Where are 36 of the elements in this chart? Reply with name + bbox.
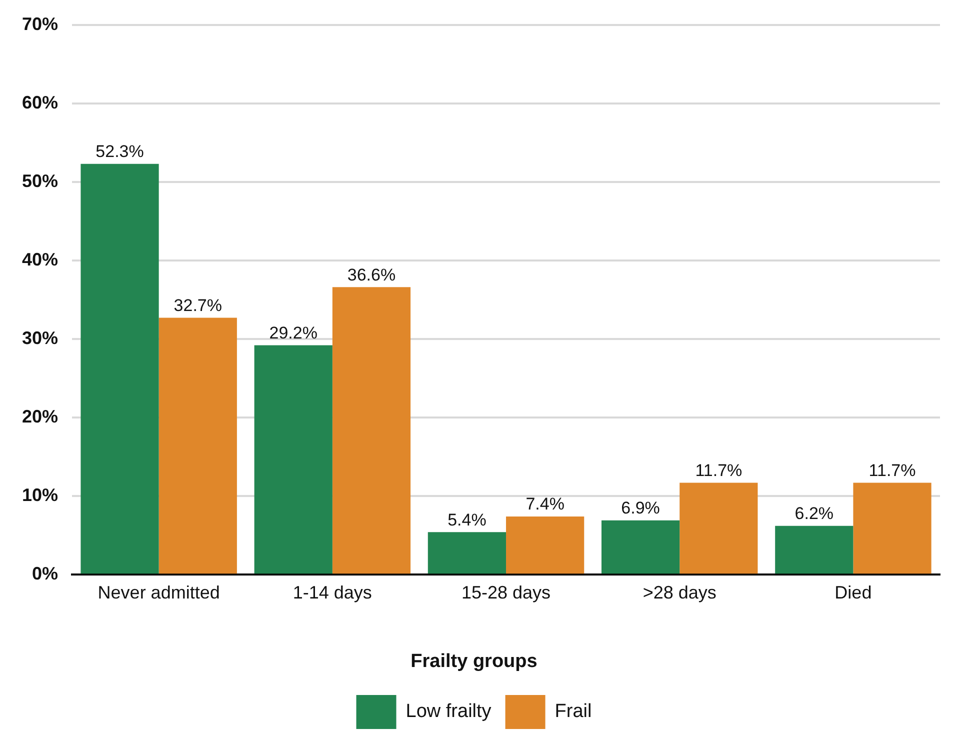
data-label: 36.6% [347,265,396,284]
data-label: 11.7% [695,460,742,480]
data-label: 52.3% [96,142,144,162]
bar [158,318,237,574]
y-tick-label: 70% [22,14,58,34]
bar [775,526,854,574]
y-tick-label: 10% [22,485,58,506]
legend-title: Frailty groups [410,650,538,672]
data-label: 11.7% [868,460,916,480]
x-tick-label: Died [834,582,872,602]
y-tick-label: 0% [32,564,58,584]
x-tick-label: >28 days [642,582,716,602]
bar [428,532,506,574]
y-tick-label: 30% [22,328,58,348]
data-label: 32.7% [174,296,222,315]
data-label: 6.9% [621,498,660,518]
bar [601,520,680,574]
legend-label: Low frailty [406,701,492,722]
bar [254,345,332,574]
y-tick-label: 20% [22,406,58,426]
y-tick-label: 40% [22,249,58,270]
data-label: 6.2% [794,504,834,524]
y-tick-label: 50% [22,170,58,191]
bar [680,482,758,574]
data-label: 7.4% [526,494,564,514]
x-tick-label: Never admitted [98,582,220,602]
data-label: 29.2% [269,323,318,342]
x-tick-label: 1-14 days [292,582,372,602]
legend-label: Frail [554,701,592,722]
bar [80,164,159,574]
data-label: 5.4% [448,510,486,530]
bar [332,287,411,574]
bar [506,516,584,574]
y-tick-label: 60% [22,92,58,112]
x-tick-label: 15-28 days [461,582,551,602]
bar [853,482,932,574]
